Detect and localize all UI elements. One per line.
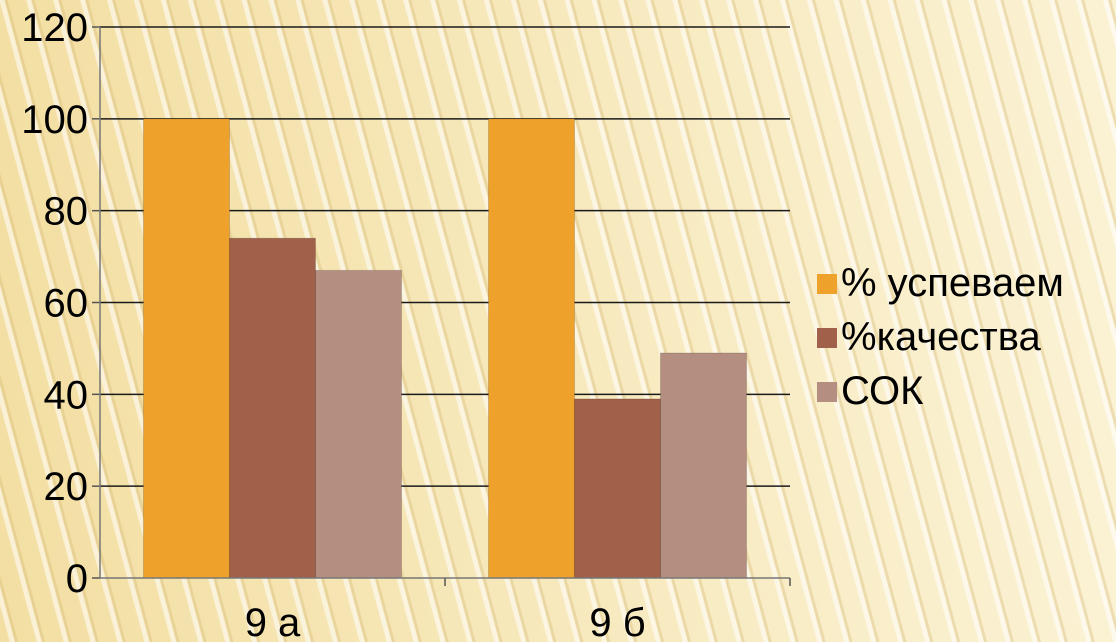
y-tick-label: 0 <box>66 557 88 601</box>
bar <box>574 398 661 579</box>
legend-swatch <box>817 382 837 402</box>
y-tick-labels: 0 20 40 60 80 100 120 <box>21 6 88 601</box>
y-tick-label: 120 <box>21 6 88 50</box>
legend-label: % успеваем <box>841 261 1064 305</box>
legend: % успеваем %качества СОК <box>817 261 1064 413</box>
axes <box>92 26 791 586</box>
legend-swatch <box>817 274 837 294</box>
y-tick-label: 60 <box>44 282 89 326</box>
bars <box>143 118 747 579</box>
legend-swatch <box>817 328 837 348</box>
legend-label: СОК <box>841 369 924 413</box>
legend-label: %качества <box>841 315 1042 359</box>
y-tick-label: 100 <box>21 98 88 142</box>
x-category-label: 9 б <box>589 601 645 642</box>
bar <box>143 118 230 579</box>
bar <box>229 237 316 579</box>
y-tick-label: 80 <box>44 190 89 234</box>
bar <box>660 352 747 579</box>
bar <box>315 269 402 579</box>
y-tick-label: 20 <box>44 465 89 509</box>
x-category-label: 9 а <box>245 601 301 642</box>
x-category-labels: 9 а 9 б <box>245 601 646 642</box>
bar <box>488 118 575 579</box>
y-tick-label: 40 <box>44 373 89 417</box>
